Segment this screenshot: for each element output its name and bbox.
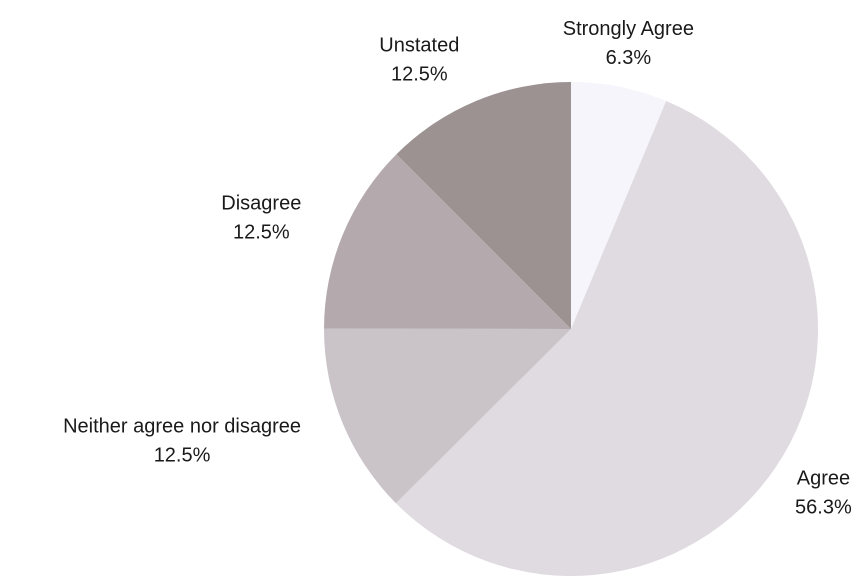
slice-category-label: Unstated — [379, 35, 459, 57]
slice-percent-label: 12.5% — [154, 445, 211, 467]
slice-percent-label: 12.5% — [391, 64, 448, 86]
pie-slice-strongly-agree — [571, 82, 667, 329]
slice-percent-label: 6.3% — [606, 47, 652, 69]
pie-slice-agree — [395, 101, 818, 577]
slice-category-label: Disagree — [221, 192, 301, 214]
slice-percent-label: 12.5% — [233, 221, 290, 243]
slice-label-unstated: Unstated 12.5% — [379, 35, 459, 86]
pie-slice-disagree — [324, 154, 571, 329]
slice-label-strongly-agree: Strongly Agree 6.3% — [563, 18, 694, 69]
pie-slices — [323, 82, 818, 577]
slice-category-label: Strongly Agree — [563, 18, 694, 40]
pie-labels: Strongly Agree 6.3% Agree 56.3% Neither agre… — [63, 18, 852, 518]
slice-label-disagree: Disagree 12.5% — [221, 192, 301, 243]
pie-slice-neither-agree-nor-disagree — [323, 328, 571, 504]
slice-category-label: Neither agree nor disagree — [63, 416, 301, 438]
slice-category-label: Agree — [797, 467, 850, 489]
pie-slice-unstated — [396, 82, 571, 329]
slice-label-neither-agree-nor-disagree: Neither agree nor disagree 12.5% — [63, 416, 301, 467]
slice-label-agree: Agree 56.3% — [795, 467, 852, 518]
slice-percent-label: 56.3% — [795, 496, 852, 518]
